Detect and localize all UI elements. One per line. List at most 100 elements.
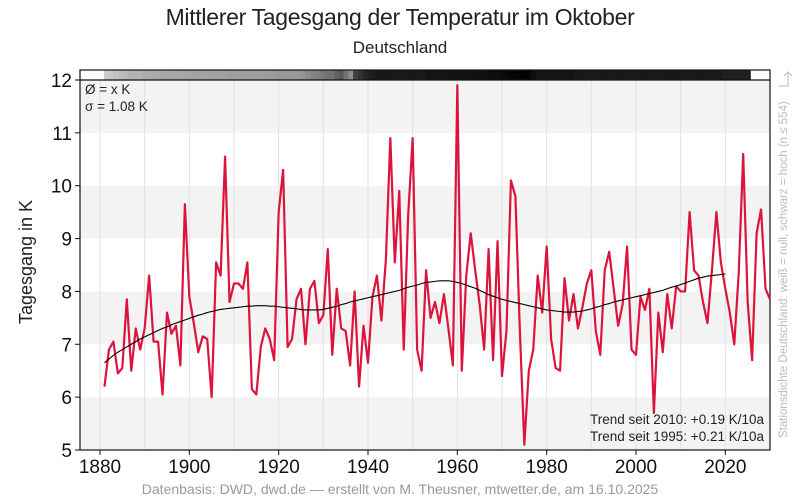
density-cell — [736, 70, 742, 80]
density-cell — [113, 70, 119, 80]
density-cell — [348, 70, 354, 80]
density-cell — [228, 70, 234, 80]
density-cell — [381, 70, 388, 80]
density-cell — [611, 70, 618, 80]
density-cell — [722, 70, 728, 80]
density-cell — [89, 70, 95, 80]
density-cell — [631, 70, 637, 80]
density-cell — [640, 70, 647, 80]
density-cell — [199, 70, 206, 80]
density-cell — [329, 70, 335, 80]
density-cell — [238, 70, 244, 80]
series-moving-average-line — [104, 273, 726, 364]
density-cell — [573, 70, 579, 80]
density-cell — [175, 70, 182, 80]
density-cell — [80, 70, 86, 80]
density-cell — [218, 70, 225, 80]
density-cell — [587, 70, 594, 80]
density-cell — [707, 70, 714, 80]
density-cell — [204, 70, 210, 80]
density-cell — [444, 70, 450, 80]
density-cell — [698, 70, 704, 80]
density-cell — [741, 70, 747, 80]
grid-band — [80, 80, 770, 133]
density-cell — [750, 70, 757, 80]
plot-frame — [79, 69, 771, 451]
trend-2010-annotation: Trend seit 2010: +0.19 K/10a — [590, 412, 764, 427]
density-cell — [712, 70, 718, 80]
y-axis-label: Tagesgang in K — [16, 200, 36, 324]
x-tick-label: 2020 — [704, 457, 746, 478]
density-cell — [319, 70, 325, 80]
density-cell — [343, 70, 349, 80]
x-tick-label: 1980 — [526, 457, 568, 478]
density-cell — [276, 70, 282, 80]
density-cell — [147, 70, 153, 80]
density-cell — [161, 70, 167, 80]
density-cell — [511, 70, 517, 80]
density-cell — [166, 70, 172, 80]
density-cell — [592, 70, 599, 80]
x-tick-label: 1900 — [168, 457, 210, 478]
y-tick-label: 8 — [61, 282, 72, 303]
background-bands — [80, 80, 770, 450]
density-cell — [295, 70, 302, 80]
x-tick-label: 1880 — [79, 457, 121, 478]
density-cell — [94, 70, 100, 80]
density-cell — [286, 70, 292, 80]
density-cell — [257, 70, 263, 80]
density-cell — [607, 70, 613, 80]
station-density-note: Stationsdichte Deutschland: weiß = null,… — [778, 101, 790, 438]
density-cell — [477, 70, 484, 80]
density-cell — [645, 70, 651, 80]
density-cell — [568, 70, 575, 80]
density-cell — [391, 70, 397, 80]
density-cell — [410, 70, 417, 80]
density-cell — [535, 70, 541, 80]
density-cell — [621, 70, 627, 80]
density-cell — [190, 70, 196, 80]
density-cell — [367, 70, 373, 80]
density-cell — [765, 70, 771, 80]
density-cell — [650, 70, 656, 80]
density-cell — [405, 70, 412, 80]
x-tick-label: 1940 — [347, 457, 389, 478]
density-cell — [195, 70, 201, 80]
density-cell — [501, 70, 508, 80]
station-density-strip — [80, 70, 771, 80]
density-cell — [429, 70, 436, 80]
density-cell — [506, 70, 512, 80]
density-cell — [448, 70, 455, 80]
series-tagesgang-points — [104, 85, 771, 445]
x-axis: 1880 1900 1920 1940 1960 1980 2000 2020 — [79, 450, 746, 478]
y-tick-label: 9 — [61, 230, 72, 251]
y-tick-label: 11 — [52, 124, 72, 145]
chart-subtitle: Deutschland — [352, 38, 448, 57]
density-cell — [252, 70, 258, 80]
y-tick-label: 7 — [61, 335, 72, 356]
density-cell — [563, 70, 570, 80]
density-cell — [401, 70, 407, 80]
density-cell — [693, 70, 699, 80]
density-cell — [84, 70, 91, 80]
density-cell — [305, 70, 311, 80]
y-tick-label: 6 — [61, 388, 72, 409]
density-cell — [540, 70, 546, 80]
density-cell — [616, 70, 623, 80]
density-cell — [544, 70, 551, 80]
y-tick-label: 12 — [51, 71, 72, 92]
density-cell — [314, 70, 321, 80]
density-cell — [396, 70, 402, 80]
density-cell — [659, 70, 666, 80]
density-cell — [290, 70, 297, 80]
density-cell — [353, 70, 359, 80]
density-cell — [118, 70, 124, 80]
density-cell — [439, 70, 445, 80]
density-cell — [247, 70, 254, 80]
density-cell — [310, 70, 316, 80]
x-tick-label: 2000 — [615, 457, 657, 478]
density-cell — [271, 70, 278, 80]
density-cell — [127, 70, 134, 80]
density-cell — [281, 70, 287, 80]
